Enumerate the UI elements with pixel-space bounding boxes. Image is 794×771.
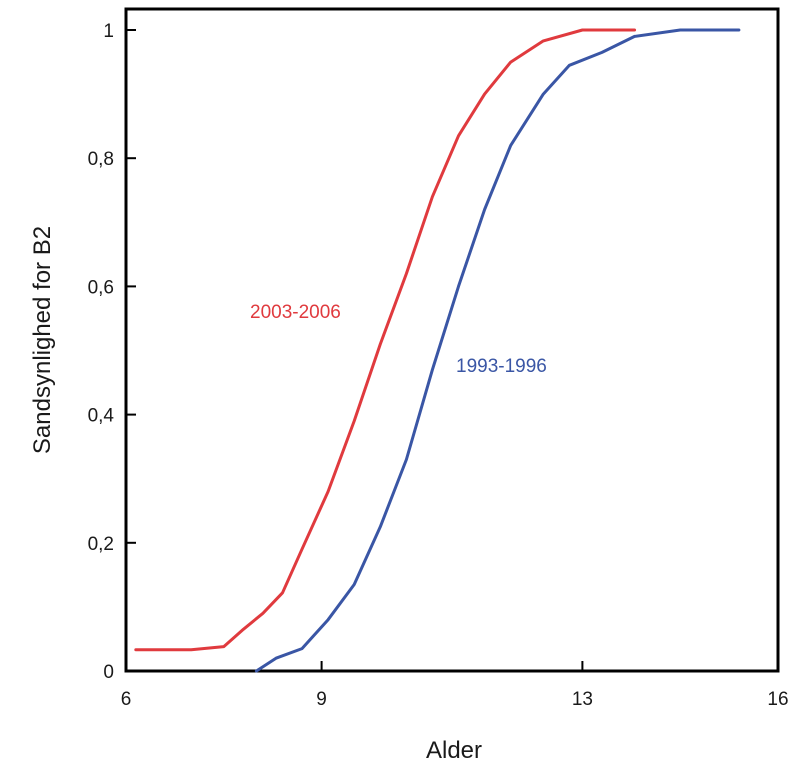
x-tick-label: 16 — [767, 689, 788, 710]
plot-frame — [124, 7, 780, 673]
x-axis-title: Alder — [426, 737, 482, 764]
ticks-layer: 6 9 13 16 0 0,2 0,4 0,6 0,8 1 — [88, 21, 789, 710]
y-tick-label: 0,2 — [88, 534, 114, 555]
series-label-1993-1996: 1993-1996 — [456, 356, 547, 377]
series-line-1993-1996 — [254, 28, 741, 673]
series-layer — [134, 28, 741, 673]
y-tick-label: 0,4 — [88, 406, 115, 427]
series-line-2003-2006 — [134, 28, 637, 652]
x-tick-label: 6 — [121, 689, 132, 710]
y-tick-label: 0,6 — [88, 277, 114, 298]
y-tick-label: 0,8 — [88, 149, 114, 170]
x-tick-label: 13 — [572, 689, 593, 710]
series-label-2003-2006: 2003-2006 — [250, 302, 341, 323]
y-tick-label: 0 — [103, 662, 114, 683]
y-tick-label: 1 — [103, 21, 114, 42]
y-axis-title: Sandsynlighed for B2 — [29, 226, 56, 454]
x-tick-label: 9 — [316, 689, 327, 710]
